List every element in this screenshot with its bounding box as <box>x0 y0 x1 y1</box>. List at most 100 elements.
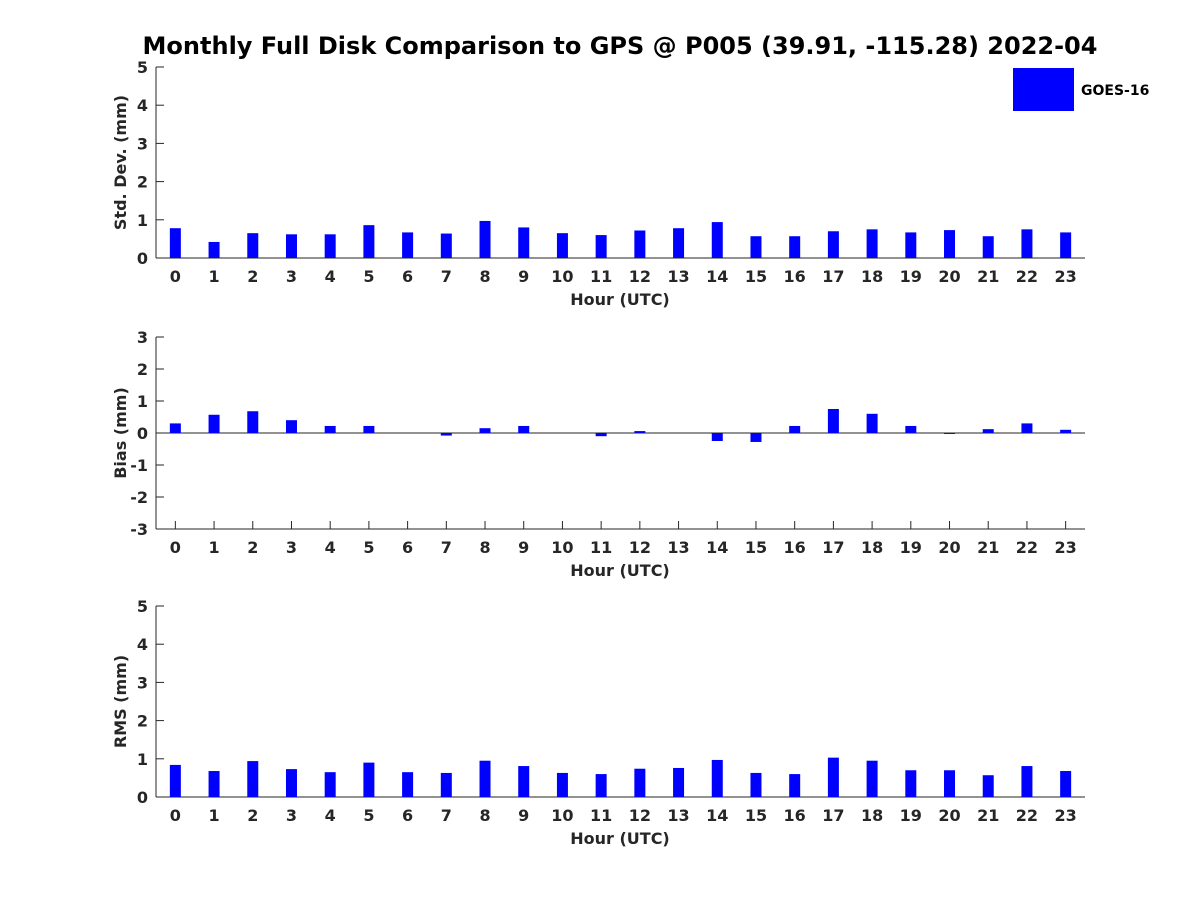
x-tick-label: 7 <box>441 267 452 286</box>
x-tick-label: 16 <box>784 538 806 557</box>
x-tick-label: 2 <box>247 538 258 557</box>
x-tick-label: 22 <box>1016 538 1038 557</box>
bar <box>440 433 452 436</box>
y-tick-label: 1 <box>137 750 148 769</box>
x-tick-label: 9 <box>518 806 529 825</box>
y-tick-label: 3 <box>137 328 148 347</box>
bar <box>479 220 491 258</box>
y-tick-label: 2 <box>137 712 148 731</box>
bar <box>208 414 220 433</box>
x-tick-label: 3 <box>286 806 297 825</box>
x-tick-label: 10 <box>551 538 573 557</box>
legend: GOES-16 <box>1013 68 1149 111</box>
y-tick-label: 1 <box>137 392 148 411</box>
bar <box>750 433 762 442</box>
x-tick-label: 4 <box>325 267 336 286</box>
bar <box>789 774 801 797</box>
bar <box>1060 771 1072 797</box>
x-tick-label: 8 <box>479 267 490 286</box>
bar <box>402 232 414 258</box>
x-tick-label: 21 <box>977 806 999 825</box>
x-tick-label: 23 <box>1055 806 1077 825</box>
bar <box>634 431 646 433</box>
bar <box>711 222 723 258</box>
x-tick-label: 21 <box>977 267 999 286</box>
bar <box>827 757 839 797</box>
bar <box>169 423 181 433</box>
legend-swatch-goes-16 <box>1013 68 1074 111</box>
bar <box>440 233 452 258</box>
bar <box>634 230 646 258</box>
x-tick-label: 17 <box>822 267 844 286</box>
x-tick-label: 15 <box>745 538 767 557</box>
x-tick-label: 22 <box>1016 806 1038 825</box>
x-tick-label: 21 <box>977 538 999 557</box>
bar <box>866 760 878 797</box>
bar <box>1021 229 1033 258</box>
bar <box>944 770 956 797</box>
x-tick-label: 6 <box>402 806 413 825</box>
bar <box>827 231 839 258</box>
x-tick-label: 13 <box>667 538 689 557</box>
x-tick-label: 15 <box>745 806 767 825</box>
bar <box>285 420 297 433</box>
x-tick-label: 1 <box>208 806 219 825</box>
bar <box>750 236 762 258</box>
bar <box>982 429 994 433</box>
x-tick-label: 4 <box>325 806 336 825</box>
x-tick-label: 16 <box>784 267 806 286</box>
bar <box>789 236 801 258</box>
bar <box>556 233 568 258</box>
x-tick-label: 11 <box>590 538 612 557</box>
bar <box>285 769 297 797</box>
legend-label-goes-16: GOES-16 <box>1081 83 1149 99</box>
y-tick-label: 1 <box>137 211 148 230</box>
x-tick-label: 3 <box>286 538 297 557</box>
x-tick-label: 13 <box>667 267 689 286</box>
x-tick-label: 2 <box>247 267 258 286</box>
bar <box>673 767 685 797</box>
x-tick-label: 6 <box>402 538 413 557</box>
bar <box>595 433 607 437</box>
bar <box>595 774 607 797</box>
x-tick-label: 20 <box>938 267 960 286</box>
y-tick-label: -3 <box>130 520 148 539</box>
x-tick-label: 9 <box>518 538 529 557</box>
x-tick-label: 19 <box>900 806 922 825</box>
x-tick-label: 2 <box>247 806 258 825</box>
bar <box>944 230 956 258</box>
x-tick-label: 0 <box>170 806 181 825</box>
bar <box>363 762 375 797</box>
bar <box>247 411 259 433</box>
bar <box>169 764 181 797</box>
bar <box>1021 766 1033 797</box>
x-tick-label: 13 <box>667 806 689 825</box>
y-tick-label: 5 <box>137 58 148 77</box>
x-tick-label: 18 <box>861 806 883 825</box>
x-tick-label: 8 <box>479 538 490 557</box>
x-tick-label: 17 <box>822 538 844 557</box>
bar <box>324 425 336 433</box>
y-tick-label: 4 <box>137 96 148 115</box>
x-tick-label: 23 <box>1055 267 1077 286</box>
x-tick-label: 12 <box>629 806 651 825</box>
bar <box>440 772 452 797</box>
x-tick-label: 7 <box>441 538 452 557</box>
bar <box>1060 232 1072 258</box>
y-tick-label: 0 <box>137 249 148 268</box>
bar <box>518 425 530 433</box>
bar <box>866 413 878 433</box>
y-tick-label: 2 <box>137 360 148 379</box>
x-tick-label: 10 <box>551 267 573 286</box>
bar <box>363 425 375 433</box>
bar <box>905 232 917 258</box>
x-tick-label: 4 <box>325 538 336 557</box>
y-tick-label: 5 <box>137 597 148 616</box>
x-tick-label: 10 <box>551 806 573 825</box>
x-tick-label: 20 <box>938 538 960 557</box>
bar <box>982 775 994 797</box>
x-tick-label: 0 <box>170 538 181 557</box>
bar <box>556 772 568 797</box>
